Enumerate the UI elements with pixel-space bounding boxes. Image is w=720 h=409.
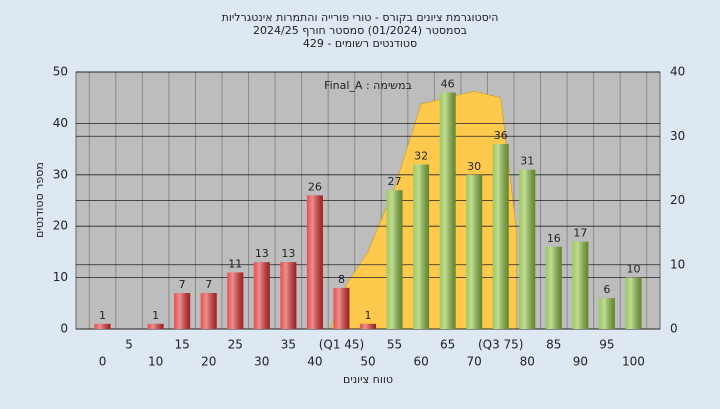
data-label: 16 [547,232,561,245]
chart-subtitle: סטודנטים רשומים - 429 [303,37,417,50]
y2-tick-label: 20 [670,193,685,207]
data-label: 6 [603,283,610,296]
y-tick-label: 0 [60,322,68,336]
bar-shade [386,190,403,329]
data-label: 17 [573,227,587,240]
x-tick-label: 0 [99,355,107,369]
y-tick-label: 40 [53,116,68,130]
bar-shade [94,323,111,329]
data-label: 1 [365,309,372,322]
data-label: 13 [281,247,295,260]
y-tick-label: 20 [53,219,68,233]
x-tick-label: 80 [520,355,535,369]
bar-shade [360,323,376,329]
x-tick-label: 20 [201,355,216,369]
data-label: 31 [520,155,534,168]
x-tick-label: 10 [148,355,163,369]
x-tick-label: 100 [622,355,645,369]
y-axis-label: מספר סטודנטים [33,162,46,238]
x-tick-label: 5 [125,338,133,352]
y2-tick-label: 0 [670,322,678,336]
bar-shade [174,293,191,329]
data-label: 7 [179,278,186,291]
y-tick-label: 50 [53,65,68,79]
data-label: 8 [338,273,345,286]
annotation: Final_A : במשימה [324,79,412,92]
bar-shade [333,287,350,329]
y2-tick-label: 10 [670,257,685,271]
bar-shade [598,298,615,329]
x-tick-label: 40 [307,355,322,369]
data-label: 36 [494,129,508,142]
bar-shade [147,323,164,329]
bar-shade [253,262,270,329]
x-tick-label: (Q3 75) [478,338,524,352]
bar-shade [492,143,509,329]
y-tick-label: 10 [53,270,68,284]
data-label: 30 [467,160,481,173]
x-tick-label: 65 [440,338,455,352]
x-tick-label: 90 [573,355,588,369]
x-tick-label: 35 [281,338,296,352]
data-label: 26 [308,180,322,193]
data-label: 1 [99,309,106,322]
x-tick-label: 60 [413,355,428,369]
bar-shade [306,195,323,329]
bar-shade [200,293,217,329]
bar-shade [625,277,642,329]
bar-shade [280,262,297,329]
bar-shade [572,241,589,329]
x-axis-label: טווח ציונים [343,373,393,386]
x-tick-label: 30 [254,355,269,369]
x-tick-label: 70 [467,355,482,369]
bar-shade [227,272,244,329]
bar-shade [519,169,536,329]
chart-subtitle: בסמסטר (01/2024) סמסטר חורף 2024/25 [253,24,467,37]
y-tick-label: 30 [53,167,68,181]
y2-tick-label: 30 [670,129,685,143]
bar-shade [545,246,562,329]
bar-shade [466,174,483,329]
data-label: 10 [626,263,640,276]
data-label: 1 [152,309,159,322]
data-label: 46 [441,78,455,91]
x-tick-label: (Q1 45) [319,338,365,352]
x-tick-label: 95 [599,338,614,352]
data-label: 27 [388,175,402,188]
bar-shade [439,92,456,329]
x-tick-label: 85 [546,338,561,352]
data-label: 13 [255,247,269,260]
x-tick-label: 25 [228,338,243,352]
x-tick-label: 50 [360,355,375,369]
data-label: 11 [228,257,242,270]
y2-tick-label: 40 [670,65,685,79]
bar-shade [413,164,430,329]
data-label: 7 [205,278,212,291]
data-label: 32 [414,150,428,163]
x-tick-label: 15 [175,338,190,352]
chart-title: היסטוגרמת ציונים בקורס - טורי פורייה והת… [222,11,499,24]
x-tick-label: 55 [387,338,402,352]
